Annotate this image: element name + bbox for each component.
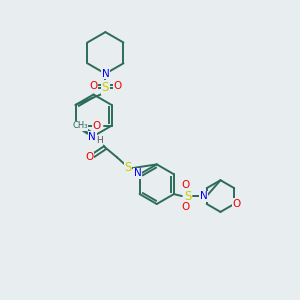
Text: O: O [113, 81, 122, 91]
Text: H: H [96, 136, 103, 145]
Text: O: O [182, 180, 190, 190]
Text: S: S [184, 190, 191, 202]
Text: N: N [101, 69, 109, 79]
Text: N: N [200, 191, 208, 201]
Text: S: S [124, 161, 132, 174]
Text: O: O [182, 202, 190, 212]
Text: O: O [85, 152, 94, 162]
Text: O: O [232, 199, 240, 209]
Text: N: N [88, 132, 96, 142]
Text: N: N [134, 168, 142, 178]
Text: O: O [89, 81, 98, 91]
Text: CH₃: CH₃ [72, 121, 88, 130]
Text: S: S [102, 81, 109, 94]
Text: O: O [93, 121, 101, 131]
